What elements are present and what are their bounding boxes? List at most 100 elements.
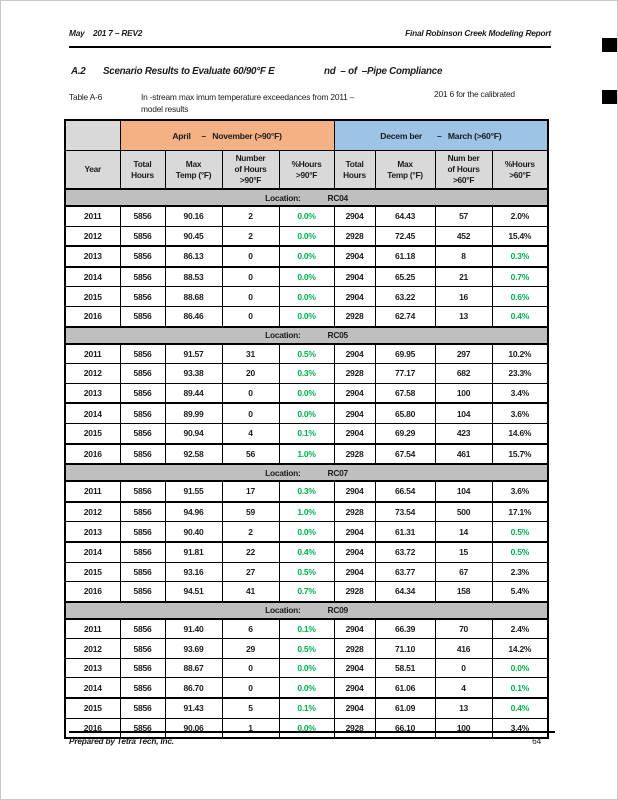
table-row: 2016 5856 86.46 0 0.0% 2928 62.74 13 0.4% bbox=[64, 305, 549, 328]
cell-max-temp-apr: 91.40 bbox=[164, 618, 223, 640]
cell-hours-gt90: 0 bbox=[221, 657, 280, 679]
cell-hours-gt60: 16 bbox=[434, 286, 493, 307]
cell-total-hours-apr: 5856 bbox=[119, 266, 166, 288]
cell-max-temp-dec: 64.43 bbox=[374, 205, 436, 227]
col-max-temp-dec: Max Temp (°F) bbox=[374, 150, 436, 190]
cell-hours-gt60: 452 bbox=[434, 225, 493, 248]
cell-total-hours-apr: 5856 bbox=[119, 343, 166, 365]
table-row: 2013 5856 88.67 0 0.0% 2904 58.51 0 0.0% bbox=[64, 657, 549, 679]
footer-rule bbox=[69, 731, 555, 733]
cell-total-hours-apr: 5856 bbox=[119, 422, 166, 445]
cell-pct-gt60: 2.0% bbox=[491, 205, 549, 227]
cell-pct-gt60: 3.6% bbox=[491, 402, 549, 424]
cell-max-temp-apr: 94.51 bbox=[164, 581, 223, 603]
cell-max-temp-apr: 91.55 bbox=[164, 480, 223, 503]
group-header-corner bbox=[64, 119, 121, 151]
page-edge-mark bbox=[602, 38, 617, 52]
cell-hours-gt90: 0 bbox=[221, 286, 280, 307]
cell-max-temp-apr: 89.99 bbox=[164, 402, 223, 424]
cell-pct-gt60: 0.4% bbox=[491, 305, 549, 328]
cell-hours-gt60: 14 bbox=[434, 521, 493, 543]
cell-hours-gt90: 2 bbox=[221, 225, 280, 248]
cell-pct-gt90: 0.0% bbox=[278, 266, 335, 288]
cell-pct-gt60: 0.3% bbox=[491, 245, 549, 268]
cell-total-hours-apr: 5856 bbox=[119, 443, 166, 465]
cell-pct-gt90: 0.5% bbox=[278, 638, 335, 659]
cell-max-temp-dec: 61.09 bbox=[374, 697, 436, 719]
cell-year: 2011 bbox=[64, 205, 121, 227]
cell-total-hours-apr: 5856 bbox=[119, 581, 166, 603]
cell-year: 2016 bbox=[64, 581, 121, 603]
table-row: 2016 5856 90.06 1 0.0% 2928 66.10 100 3.4% bbox=[64, 717, 549, 739]
cell-max-temp-dec: 67.54 bbox=[374, 443, 436, 465]
cell-pct-gt60: 15.7% bbox=[491, 443, 549, 465]
cell-total-hours-apr: 5856 bbox=[119, 402, 166, 424]
cell-total-hours-dec: 2928 bbox=[333, 581, 376, 603]
col-total-hours-dec: Total Hours bbox=[333, 150, 376, 190]
cell-pct-gt60: 3.4% bbox=[491, 382, 549, 405]
cell-total-hours-dec: 2904 bbox=[333, 402, 376, 424]
location-label: Location: bbox=[265, 330, 301, 341]
cell-total-hours-dec: 2904 bbox=[333, 561, 376, 583]
cell-hours-gt60: 70 bbox=[434, 618, 493, 640]
running-header: May 201 7 – REV2 Final Robinson Creek Mo… bbox=[69, 28, 551, 38]
cell-pct-gt90: 0.0% bbox=[278, 717, 335, 739]
footer-left-text: Prepared by Tetra Tech, Inc. bbox=[69, 736, 174, 746]
cell-year: 2016 bbox=[64, 717, 121, 739]
cell-year: 2013 bbox=[64, 245, 121, 268]
cell-max-temp-apr: 88.53 bbox=[164, 266, 223, 288]
location-bar-row: Location: RC04 bbox=[64, 188, 549, 207]
col-pct-gt60: %Hours >60°F bbox=[491, 150, 549, 190]
location-bar: Location: RC05 bbox=[64, 325, 549, 345]
table-row: 2015 5856 88.68 0 0.0% 2904 63.22 16 0.6% bbox=[64, 286, 549, 307]
cell-year: 2012 bbox=[64, 225, 121, 248]
table-row: 2011 5856 91.55 17 0.3% 2904 66.54 104 3.6% bbox=[64, 480, 549, 503]
cell-year: 2014 bbox=[64, 541, 121, 563]
cell-total-hours-dec: 2928 bbox=[333, 305, 376, 328]
cell-pct-gt90: 0.0% bbox=[278, 245, 335, 268]
col-max-temp-apr: Max Temp (°F) bbox=[164, 150, 223, 190]
cell-max-temp-dec: 58.51 bbox=[374, 657, 436, 679]
group-header-apr-nov: April – November (>90°F) bbox=[119, 119, 335, 151]
cell-hours-gt60: 461 bbox=[434, 443, 493, 465]
cell-total-hours-apr: 5856 bbox=[119, 363, 166, 384]
cell-pct-gt60: 0.0% bbox=[491, 657, 549, 679]
cell-hours-gt90: 2 bbox=[221, 205, 280, 227]
table-row: 2012 5856 93.69 29 0.5% 2928 71.10 416 14.2% bbox=[64, 638, 549, 659]
cell-max-temp-apr: 91.43 bbox=[164, 697, 223, 719]
cell-hours-gt90: 59 bbox=[221, 501, 280, 523]
table-row: 2014 5856 88.53 0 0.0% 2904 65.25 21 0.7% bbox=[64, 266, 549, 288]
cell-hours-gt90: 0 bbox=[221, 402, 280, 424]
cell-hours-gt60: 682 bbox=[434, 363, 493, 384]
location-code: RC04 bbox=[327, 192, 349, 203]
cell-total-hours-apr: 5856 bbox=[119, 638, 166, 659]
cell-hours-gt90: 56 bbox=[221, 443, 280, 465]
cell-total-hours-dec: 2904 bbox=[333, 697, 376, 719]
location-label: Location: bbox=[265, 467, 301, 478]
cell-hours-gt90: 17 bbox=[221, 480, 280, 503]
cell-max-temp-dec: 62.74 bbox=[374, 305, 436, 328]
location-code: RC07 bbox=[327, 467, 349, 478]
cell-max-temp-apr: 92.58 bbox=[164, 443, 223, 465]
cell-total-hours-dec: 2904 bbox=[333, 245, 376, 268]
header-right-text: Final Robinson Creek Modeling Report bbox=[405, 28, 551, 38]
cell-max-temp-dec: 69.95 bbox=[374, 343, 436, 365]
cell-pct-gt90: 0.7% bbox=[278, 581, 335, 603]
cell-total-hours-dec: 2904 bbox=[333, 480, 376, 503]
cell-total-hours-dec: 2904 bbox=[333, 541, 376, 563]
cell-year: 2013 bbox=[64, 382, 121, 405]
cell-pct-gt60: 2.3% bbox=[491, 561, 549, 583]
table-row: 2012 5856 93.38 20 0.3% 2928 77.17 682 23.3% bbox=[64, 363, 549, 384]
cell-hours-gt90: 0 bbox=[221, 305, 280, 328]
cell-hours-gt60: 4 bbox=[434, 677, 493, 700]
cell-max-temp-dec: 65.80 bbox=[374, 402, 436, 424]
cell-pct-gt90: 0.0% bbox=[278, 402, 335, 424]
cell-max-temp-dec: 61.31 bbox=[374, 521, 436, 543]
cell-max-temp-apr: 93.16 bbox=[164, 561, 223, 583]
cell-year: 2013 bbox=[64, 657, 121, 679]
location-bar: Location: RC04 bbox=[64, 188, 549, 207]
cell-pct-gt60: 2.4% bbox=[491, 618, 549, 640]
page-number: 64 bbox=[532, 736, 541, 746]
cell-max-temp-dec: 66.10 bbox=[374, 717, 436, 739]
table-row: 2015 5856 93.16 27 0.5% 2904 63.77 67 2.3% bbox=[64, 561, 549, 583]
